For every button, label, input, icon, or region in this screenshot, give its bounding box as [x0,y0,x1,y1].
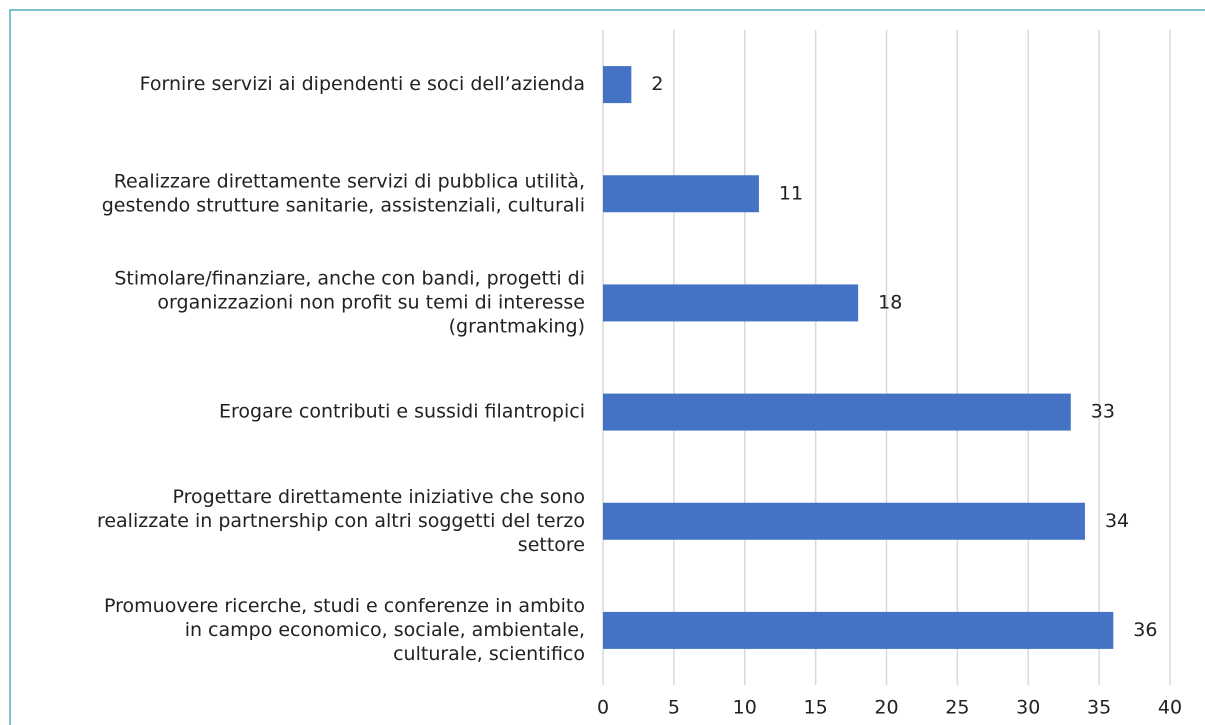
y-tick-label: Erogare contributi e sussidi filantropic… [219,401,585,423]
y-tick-label: Realizzare direttamente servizi di pubbl… [114,170,585,192]
y-tick-label: Promuovere ricerche, studi e conferenze … [104,595,585,617]
x-tick-label: 0 [597,697,609,719]
x-tick-label: 5 [668,697,680,719]
data-label: 33 [1091,401,1115,423]
bar [603,284,859,322]
data-label: 2 [651,73,663,95]
bar [603,393,1071,431]
x-tick-label: 20 [874,697,898,719]
y-tick-label: Stimolare/finanziare, anche con bandi, p… [114,267,585,289]
y-tick-label: culturale, scientifico [393,643,585,665]
y-tick-label: Progettare direttamente iniziative che s… [172,486,585,508]
x-tick-label: 35 [1087,697,1111,719]
data-label: 11 [779,182,803,204]
y-tick-label: gestendo strutture sanitarie, assistenzi… [102,194,585,216]
bar [603,502,1085,540]
y-tick-label: in campo economico, sociale, ambientale, [185,619,585,641]
bar [603,66,632,104]
data-label: 34 [1105,510,1129,532]
bar [603,611,1114,649]
data-label: 36 [1133,619,1157,641]
y-tick-label: (grantmaking) [449,315,585,337]
y-tick-label: organizzazioni non profit su temi di int… [157,291,585,313]
x-tick-label: 10 [733,697,757,719]
y-tick-label: settore [518,534,585,556]
frame [9,9,1205,725]
data-label: 18 [878,291,902,313]
x-tick-label: 40 [1158,697,1182,719]
y-tick-label: Fornire servizi ai dipendenti e soci del… [140,73,585,95]
x-tick-label: 30 [1016,697,1040,719]
y-tick-label: realizzate in partnership con altri sogg… [97,510,585,532]
x-tick-label: 15 [804,697,828,719]
bar [603,175,759,213]
x-tick-label: 25 [945,697,969,719]
